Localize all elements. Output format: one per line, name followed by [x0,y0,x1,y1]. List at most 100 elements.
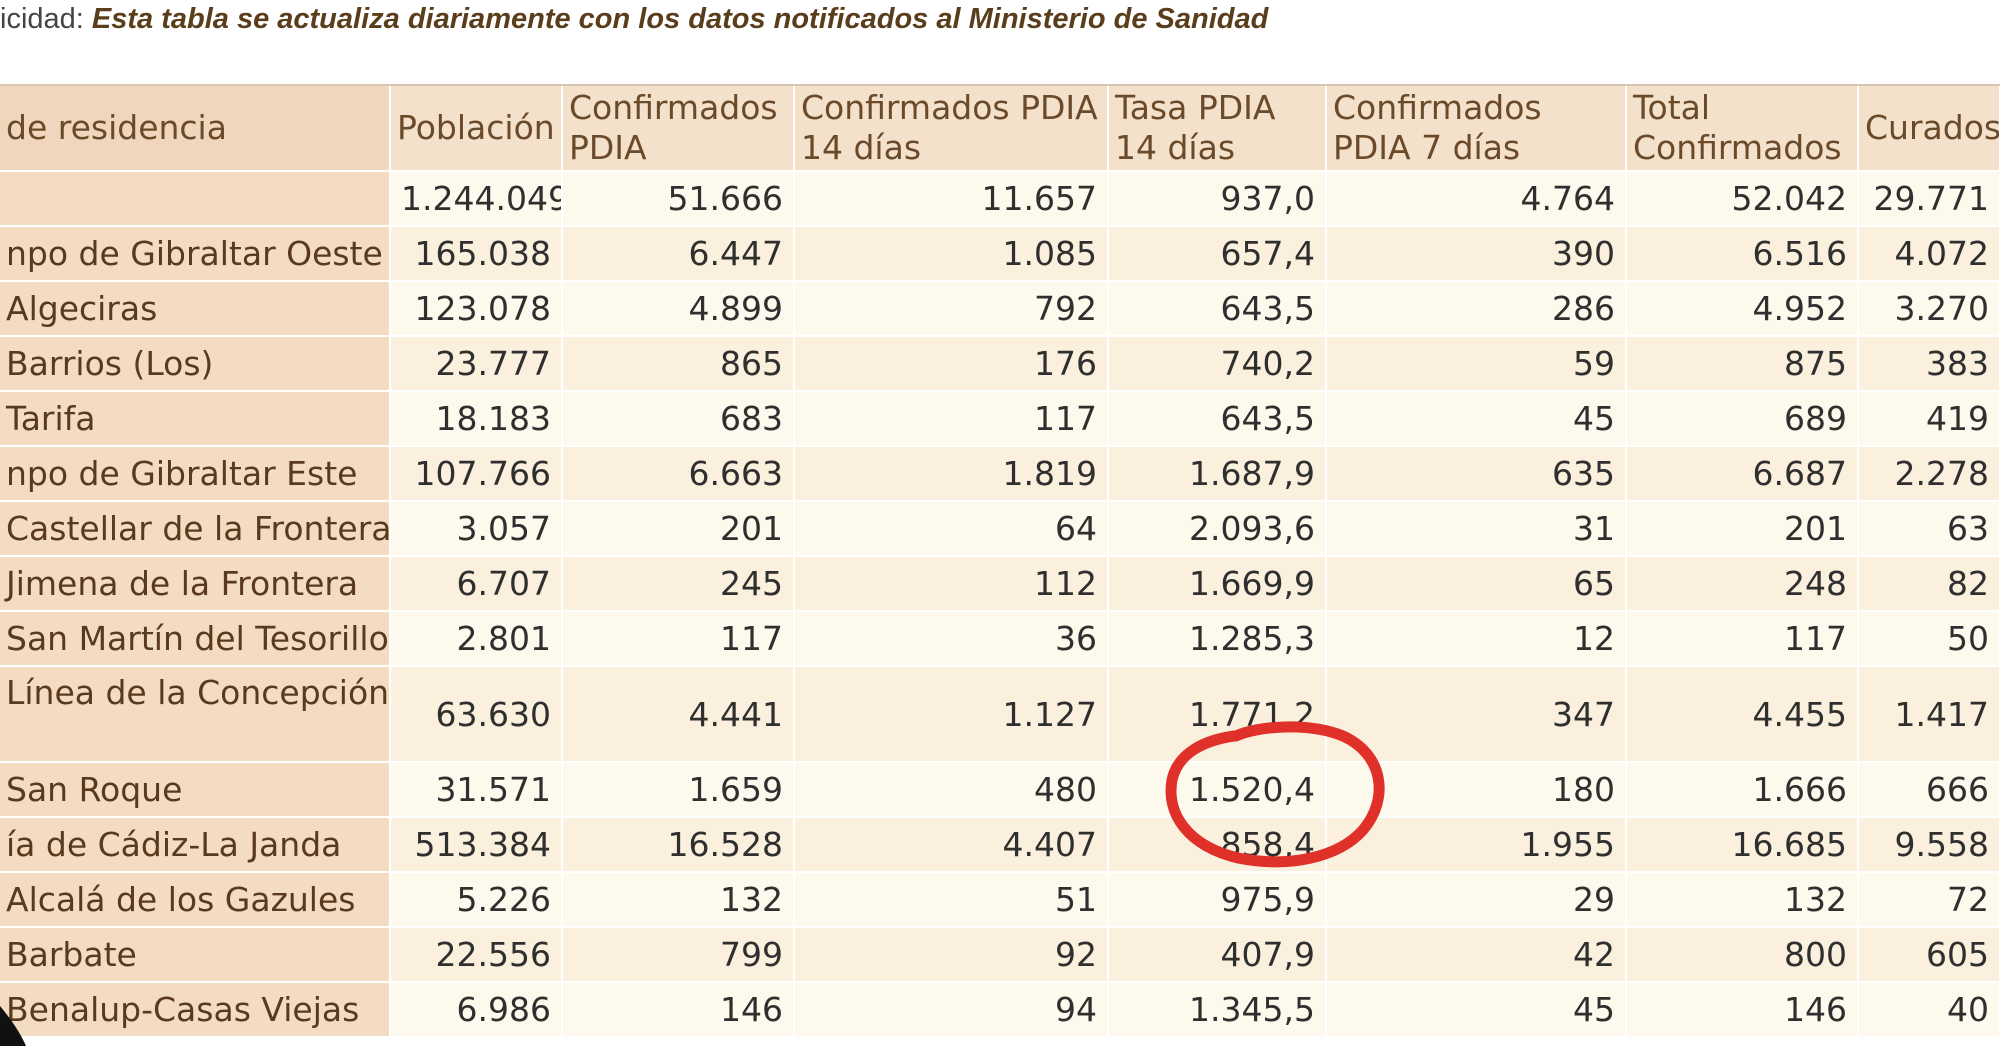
value-cell: 45 [1326,982,1627,1038]
table-row: Benalup-Casas Viejas 6.986 146 94 1.345,5 45 1… [0,982,2000,1038]
value-cell: 2.093,6 [1108,501,1327,557]
value-cell: 1.819 [794,446,1109,502]
value-cell: 799 [562,927,795,983]
residence-name-cell[interactable] [0,171,391,227]
residence-name-cell[interactable]: Línea de la Concepción [0,666,391,763]
value-cell: 1.666 [1626,762,1859,818]
value-cell: 4.764 [1326,171,1627,227]
value-cell: 31 [1326,501,1627,557]
residence-name-cell[interactable]: Benalup-Casas Viejas [0,982,391,1038]
residence-name-cell[interactable]: Alcalá de los Gazules [0,872,391,928]
value-cell: 146 [1626,982,1859,1038]
value-cell: 1.669,9 [1108,556,1327,612]
value-cell: 4.455 [1626,666,1859,763]
value-cell: 180 [1326,762,1627,818]
residence-name-cell[interactable]: Barbate [0,927,391,983]
header-poblacion[interactable]: Población [390,86,563,172]
value-cell: 16.685 [1626,817,1859,873]
value-cell: 3.270 [1858,281,2000,337]
table-row: Barbate 22.556 799 92 407,9 42 800 605 [0,927,2000,983]
value-cell: 643,5 [1108,281,1327,337]
value-cell: 4.441 [562,666,795,763]
residence-name-cell[interactable]: Castellar de la Frontera [0,501,391,557]
value-cell: 245 [562,556,795,612]
table-row: Tarifa 18.183 683 117 643,5 45 689 419 [0,391,2000,447]
value-cell: 1.659 [562,762,795,818]
value-cell: 82 [1858,556,2000,612]
value-cell: 635 [1326,446,1627,502]
table-row: Alcalá de los Gazules 5.226 132 51 975,9 29 13… [0,872,2000,928]
value-cell: 6.663 [562,446,795,502]
value-cell: 11.657 [794,171,1109,227]
value-cell: 4.407 [794,817,1109,873]
value-cell: 858,4 [1108,817,1327,873]
header-tasa-pdia-14[interactable]: Tasa PDIA 14 días [1108,86,1327,172]
table-row: Línea de la Concepción 63.630 4.441 1.127 1.… [0,666,2000,763]
value-cell: 1.085 [794,226,1109,282]
value-cell: 4.952 [1626,281,1859,337]
residence-name-cell[interactable]: Algeciras [0,281,391,337]
value-cell: 800 [1626,927,1859,983]
value-cell: 975,9 [1108,872,1327,928]
value-cell: 63.630 [390,666,563,763]
value-cell: 419 [1858,391,2000,447]
table-row: Jimena de la Frontera 6.707 245 112 1.669,9 6… [0,556,2000,612]
value-cell: 201 [1626,501,1859,557]
header-confirmados-pdia[interactable]: Confirmados PDIA [562,86,795,172]
header-total-confirmados[interactable]: Total Confirmados [1626,86,1859,172]
value-cell: 63 [1858,501,2000,557]
value-cell: 1.127 [794,666,1109,763]
value-cell: 12 [1326,611,1627,667]
value-cell: 201 [562,501,795,557]
value-cell: 6.516 [1626,226,1859,282]
value-cell: 42 [1326,927,1627,983]
residence-name-cell[interactable]: Tarifa [0,391,391,447]
value-cell: 286 [1326,281,1627,337]
value-cell: 2.278 [1858,446,2000,502]
value-cell: 117 [794,391,1109,447]
header-residencia[interactable]: de residencia [0,86,391,172]
value-cell: 112 [794,556,1109,612]
value-cell: 740,2 [1108,336,1327,392]
residence-name-cell[interactable]: San Roque [0,762,391,818]
value-cell: 29.771 [1858,171,2000,227]
residence-name-cell[interactable]: npo de Gibraltar Este [0,446,391,502]
value-cell: 94 [794,982,1109,1038]
header-curados[interactable]: Curados [1858,86,2000,172]
header-confirmados-pdia-7[interactable]: Confirmados PDIA 7 días [1326,86,1627,172]
value-cell: 480 [794,762,1109,818]
header-row: de residencia Población Confirmados PDIA… [0,86,2000,172]
value-cell: 18.183 [390,391,563,447]
residence-name-cell[interactable]: Jimena de la Frontera [0,556,391,612]
value-cell: 36 [794,611,1109,667]
value-cell: 1.345,5 [1108,982,1327,1038]
value-cell: 865 [562,336,795,392]
residence-name-cell[interactable]: San Martín del Tesorillo [0,611,391,667]
value-cell: 657,4 [1108,226,1327,282]
residence-name-cell[interactable]: npo de Gibraltar Oeste [0,226,391,282]
table-body: 1.244.049 51.666 11.657 937,0 4.764 52.042 29.… [0,171,2000,1038]
table-row: ía de Cádiz-La Janda 513.384 16.528 4.407 85… [0,817,2000,873]
data-table-container: de residencia Población Confirmados PDIA… [0,84,2000,1048]
value-cell: 6.986 [390,982,563,1038]
table-row: Algeciras 123.078 4.899 792 643,5 286 4.952 3.2… [0,281,2000,337]
table-row: npo de Gibraltar Oeste 165.038 6.447 1.085 6… [0,226,2000,282]
value-cell: 1.244.049 [390,171,563,227]
value-cell: 683 [562,391,795,447]
value-cell: 792 [794,281,1109,337]
note-text: Esta tabla se actualiza diariamente con … [91,3,1269,35]
value-cell: 72 [1858,872,2000,928]
value-cell: 6.707 [390,556,563,612]
table-row: San Roque 31.571 1.659 480 1.520,4 180 1.666 66… [0,762,2000,818]
table-row: Castellar de la Frontera 3.057 201 64 2.093,… [0,501,2000,557]
value-cell: 1.955 [1326,817,1627,873]
residence-name-cell[interactable]: ía de Cádiz-La Janda [0,817,391,873]
update-note: icidad: Esta tabla se actualiza diariame… [0,0,2000,38]
value-cell: 51.666 [562,171,795,227]
value-cell: 117 [1626,611,1859,667]
header-confirmados-pdia-14[interactable]: Confirmados PDIA 14 días [794,86,1109,172]
value-cell: 605 [1858,927,2000,983]
value-cell: 40 [1858,982,2000,1038]
residence-name-cell[interactable]: Barrios (Los) [0,336,391,392]
value-cell: 9.558 [1858,817,2000,873]
